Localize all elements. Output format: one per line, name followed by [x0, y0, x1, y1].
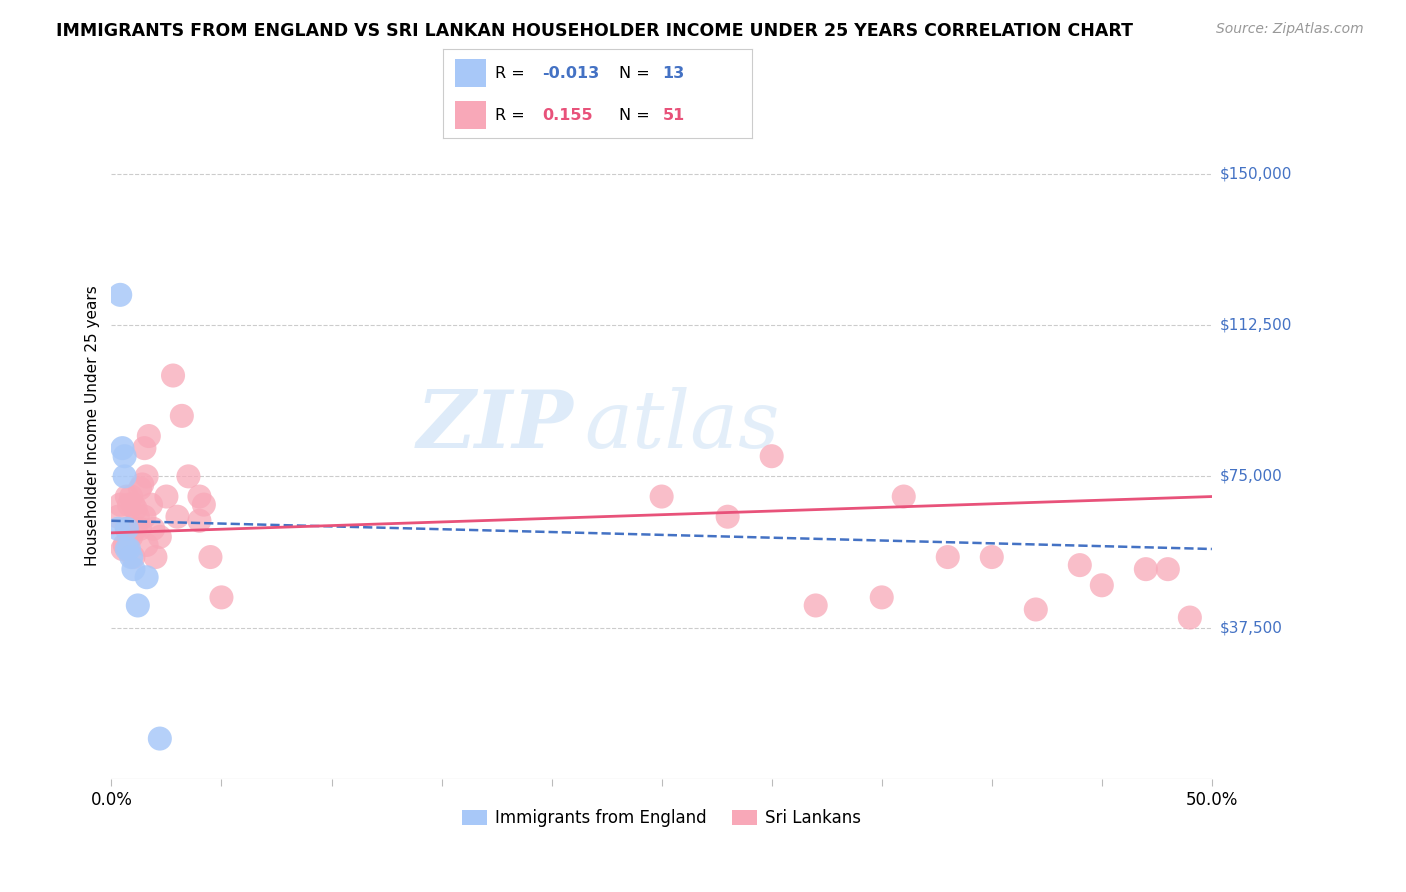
Point [200, 549, 222, 564]
Point [110, 288, 132, 302]
Point [114, 449, 136, 463]
Point [134, 441, 156, 455]
Point [124, 501, 146, 516]
Point [177, 469, 200, 483]
Point [115, 522, 138, 536]
Point [122, 549, 145, 564]
Point [134, 509, 156, 524]
Text: Source: ZipAtlas.com: Source: ZipAtlas.com [1216, 22, 1364, 37]
Text: R =: R = [495, 66, 530, 80]
Y-axis label: Householder Income Under 25 years: Householder Income Under 25 years [86, 285, 100, 566]
Text: IMMIGRANTS FROM ENGLAND VS SRI LANKAN HOUSEHOLDER INCOME UNDER 25 YEARS CORRELAT: IMMIGRANTS FROM ENGLAND VS SRI LANKAN HO… [56, 22, 1133, 40]
Point [124, 522, 146, 536]
FancyBboxPatch shape [456, 101, 486, 129]
Point [114, 538, 136, 552]
Legend: Immigrants from England, Sri Lankans: Immigrants from England, Sri Lankans [456, 803, 868, 834]
Point [211, 591, 233, 605]
Point [761, 449, 783, 463]
Point [139, 498, 162, 512]
Point [107, 522, 129, 536]
Text: R =: R = [495, 108, 536, 122]
Point [1157, 562, 1180, 576]
Point [122, 562, 145, 576]
Point [118, 541, 141, 556]
Point [980, 549, 1002, 564]
Point [1069, 558, 1091, 573]
Point [118, 498, 141, 512]
Point [188, 490, 211, 504]
Point [651, 490, 673, 504]
Point [149, 530, 172, 544]
Point [110, 498, 132, 512]
Point [188, 514, 211, 528]
Text: $37,500: $37,500 [1220, 620, 1284, 635]
Point [142, 522, 165, 536]
Text: $150,000: $150,000 [1220, 166, 1292, 181]
Text: $112,500: $112,500 [1220, 318, 1292, 333]
Text: $75,000: $75,000 [1220, 469, 1282, 483]
Text: atlas: atlas [585, 387, 780, 465]
Point [120, 490, 142, 504]
Point [1178, 610, 1201, 624]
Point [717, 509, 740, 524]
Text: ZIP: ZIP [416, 387, 574, 465]
Point [145, 549, 167, 564]
Point [129, 522, 152, 536]
Point [162, 368, 184, 383]
Text: -0.013: -0.013 [541, 66, 599, 80]
Point [120, 549, 142, 564]
Point [893, 490, 915, 504]
Point [122, 498, 145, 512]
Point [127, 599, 149, 613]
Point [138, 429, 160, 443]
Point [115, 522, 138, 536]
Point [129, 482, 152, 496]
Point [111, 441, 134, 455]
Point [1091, 578, 1114, 592]
Text: 13: 13 [662, 66, 685, 80]
Point [114, 469, 136, 483]
Point [149, 731, 172, 746]
Point [135, 570, 157, 584]
Point [155, 490, 177, 504]
Point [115, 541, 138, 556]
Text: 51: 51 [662, 108, 685, 122]
Point [170, 409, 193, 423]
Point [107, 509, 129, 524]
Point [1135, 562, 1157, 576]
Point [193, 498, 215, 512]
Text: N =: N = [619, 66, 655, 80]
Text: N =: N = [619, 108, 655, 122]
Point [131, 477, 153, 491]
Point [1025, 602, 1047, 616]
Point [135, 469, 157, 483]
Point [127, 509, 149, 524]
Point [120, 530, 142, 544]
FancyBboxPatch shape [456, 59, 486, 87]
Point [111, 541, 134, 556]
Point [135, 538, 157, 552]
Point [870, 591, 893, 605]
Text: 0.155: 0.155 [541, 108, 592, 122]
Point [804, 599, 827, 613]
Point [118, 530, 141, 544]
Point [166, 509, 188, 524]
Point [115, 490, 138, 504]
Point [936, 549, 959, 564]
